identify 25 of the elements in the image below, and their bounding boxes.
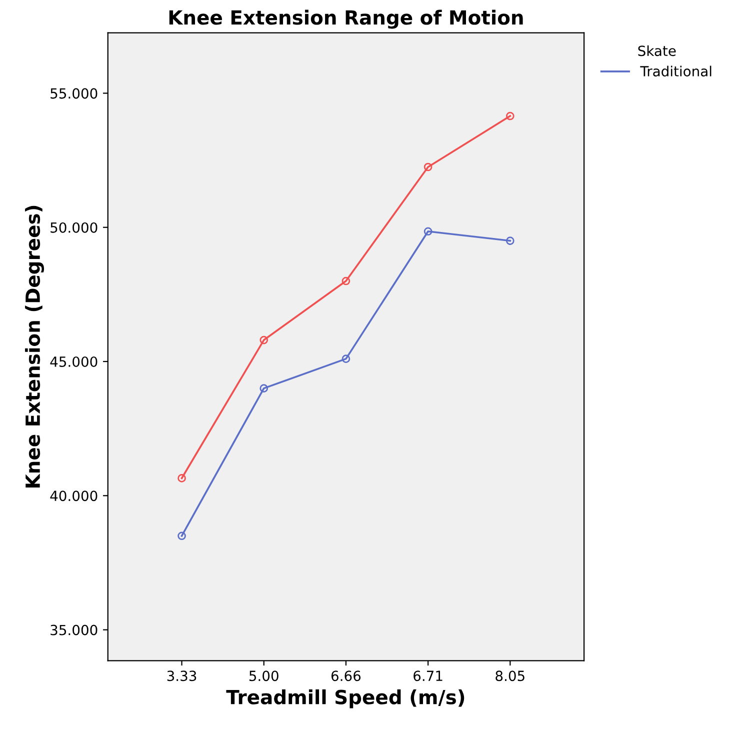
point — [506, 112, 514, 120]
y-tick-label: 45.000 — [50, 356, 98, 367]
legend-label: Traditional — [640, 66, 712, 76]
x-tick-label: 6.71 — [414, 670, 442, 682]
point — [260, 384, 268, 392]
x-tick-label: 6.66 — [331, 670, 361, 682]
point — [342, 276, 350, 286]
x-axis-title: Treadmill Speed (m/s) — [226, 689, 464, 708]
point — [424, 162, 432, 172]
y-axis-title: Knee Extension (Degrees) — [25, 206, 44, 488]
point — [342, 354, 350, 363]
point — [178, 474, 186, 482]
point — [506, 236, 514, 245]
point — [260, 336, 268, 344]
x-tick-label: 5.00 — [249, 670, 278, 682]
x-tick-label: 3.33 — [167, 670, 196, 682]
point — [178, 532, 186, 540]
y-tick-label: 50.000 — [50, 222, 98, 233]
x-tick-label: 8.05 — [496, 670, 524, 682]
y-tick-label: 35.000 — [50, 624, 98, 636]
legend-title: Skate — [638, 45, 676, 56]
chart-title: Knee Extension Range of Motion — [169, 10, 523, 29]
y-tick-label: 40.000 — [50, 490, 98, 502]
point — [424, 227, 432, 236]
y-tick-label: 55.000 — [50, 88, 98, 99]
